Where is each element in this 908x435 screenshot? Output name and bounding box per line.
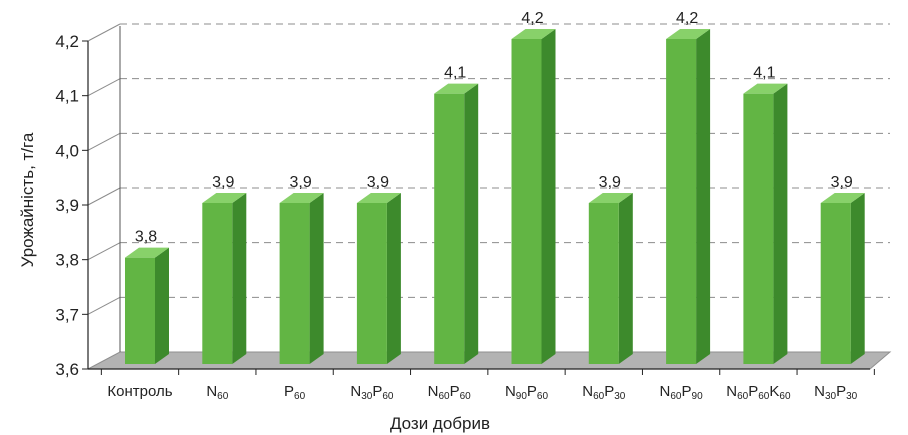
- data-label: 3,8: [135, 229, 157, 246]
- bars: [125, 29, 865, 365]
- bar-front: [434, 93, 465, 365]
- x-category-label: P60: [284, 383, 306, 402]
- bar-front: [511, 39, 542, 364]
- bar-side: [696, 29, 711, 364]
- x-category-label: N30P30: [814, 383, 858, 402]
- bar-top: [356, 193, 401, 203]
- data-label: 3,9: [599, 174, 621, 191]
- bar-front: [820, 203, 851, 364]
- y-tick-label: 4,1: [55, 87, 79, 106]
- bar: [511, 29, 556, 364]
- bar-top: [743, 83, 788, 94]
- bar: [743, 83, 788, 365]
- gridline-diagonal: [87, 78, 121, 97]
- x-category-labels: Контроль N60 P60 N30P60 N60P60 N90P60 N60P30 N6…: [107, 383, 857, 402]
- bar-front: [356, 203, 387, 364]
- y-tick-label: 4,2: [55, 32, 79, 51]
- gridline-diagonal: [87, 296, 121, 315]
- bar-side: [773, 83, 788, 365]
- data-label: 3,9: [289, 174, 311, 191]
- data-label: 3,9: [831, 174, 853, 191]
- x-category-label: N30P60: [350, 383, 394, 402]
- bar-top: [202, 193, 247, 203]
- bar-top: [820, 193, 865, 203]
- y-tick-label: 3,6: [55, 360, 79, 379]
- bar-side: [155, 247, 169, 364]
- bar: [125, 247, 169, 364]
- y-tick-label: 3,8: [55, 251, 79, 270]
- bar-front: [666, 39, 697, 364]
- x-category-label: N60P60: [428, 383, 472, 402]
- bar-top: [588, 193, 633, 203]
- x-category-label: N60P60K60: [726, 383, 791, 402]
- bar: [356, 193, 401, 364]
- x-axis-title: Дози добрив: [390, 414, 490, 433]
- y-tick-labels: 3,6 3,7 3,8 3,9 4,0 4,1 4,2: [55, 32, 79, 379]
- bar-side: [850, 193, 865, 364]
- bar-top: [125, 247, 169, 258]
- gridline-diagonal: [87, 132, 121, 151]
- bar: [820, 193, 865, 364]
- bar-side: [618, 193, 633, 364]
- x-category-label: N60P30: [582, 383, 626, 402]
- y-tick-label: 4,0: [55, 141, 79, 160]
- data-label: 3,9: [367, 174, 389, 191]
- x-category-label: Контроль: [107, 383, 172, 400]
- data-labels: 3,8 3,9 3,9 3,9 4,1 4,2 3,9 4,2 4,1 3,9: [135, 10, 853, 246]
- bar-front: [279, 203, 310, 364]
- bar-top: [511, 29, 556, 39]
- bar-side: [541, 29, 556, 364]
- bar: [588, 193, 633, 364]
- bar-side: [232, 193, 247, 364]
- data-label: 4,2: [521, 10, 543, 27]
- x-category-label: N60P90: [660, 383, 704, 402]
- x-category-label: N60: [206, 383, 228, 402]
- gridline-diagonal: [87, 242, 121, 261]
- bar: [279, 193, 324, 364]
- gridline-diagonal: [87, 23, 121, 42]
- data-label: 4,1: [753, 65, 775, 82]
- bar-top: [666, 29, 711, 39]
- bar-top: [434, 83, 479, 94]
- bar: [666, 29, 711, 364]
- axes: [82, 26, 875, 375]
- bar-top: [279, 193, 324, 203]
- bar-side: [309, 193, 324, 364]
- bar-front: [202, 203, 233, 364]
- bar-side: [464, 83, 479, 365]
- bar-front: [588, 203, 619, 364]
- bar: [434, 83, 479, 365]
- gridline-diagonal: [87, 187, 121, 206]
- y-axis-title: Урожайність, т/га: [18, 132, 37, 267]
- data-label: 4,2: [676, 10, 698, 27]
- data-label: 3,9: [212, 174, 234, 191]
- bar-side: [386, 193, 401, 364]
- bar: [202, 193, 247, 364]
- bar-front: [125, 257, 155, 364]
- data-label: 4,1: [444, 65, 466, 82]
- y-tick-label: 3,9: [55, 196, 79, 215]
- y-tick-label: 3,7: [55, 305, 79, 324]
- x-category-label: N90P60: [505, 383, 549, 402]
- bar-front: [743, 93, 774, 365]
